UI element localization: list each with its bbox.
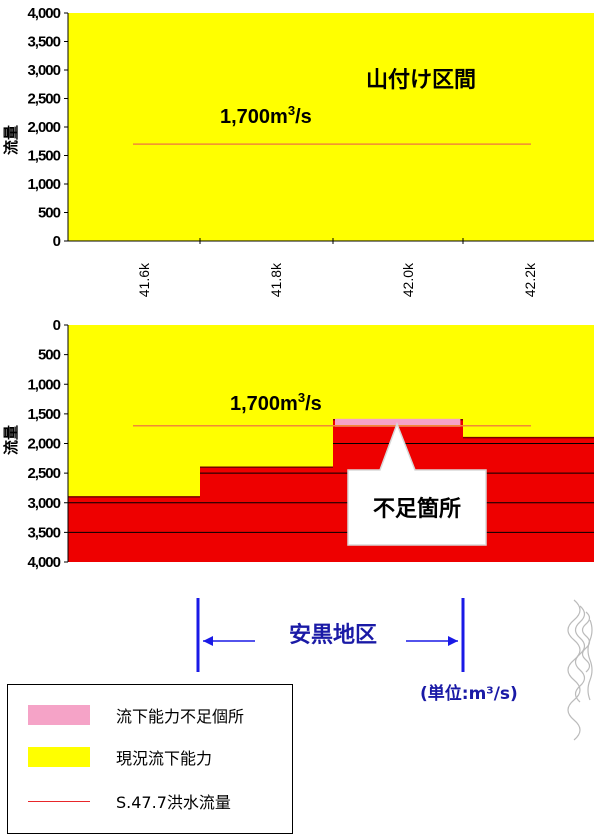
legend-line-flood [28,800,90,802]
top-capacity-area [68,13,594,241]
top-y-tick-label: 500 [38,205,61,222]
legend-label-shortage: 流下能力不足個所 [116,707,245,726]
map-fragment-image [567,599,593,741]
bottom-y-tick-label: 1,000 [27,376,60,393]
x-category-label: 42.0k [400,262,416,297]
bottom-y-tick-label: 500 [38,347,61,364]
top-y-tick-label: 3,500 [27,34,60,51]
top-flow-label: 1,700m3/s [220,103,312,128]
legend-swatch-capacity [28,747,90,767]
legend-swatch-shortage [28,705,90,725]
top-y-tick-label: 1,500 [27,148,60,165]
top-chart-title: 山付け区間 [366,68,476,93]
x-category-label: 41.8k [268,262,284,297]
top-y-tick-label: 4,000 [27,5,60,22]
bottom-y-label: 流量 [2,425,20,455]
top-y-tick-label: 0 [53,233,61,250]
top-y-tick-label: 3,000 [27,62,60,79]
shortage-callout: 不足箇所 [347,421,487,546]
legend-label-flood: S.47.7洪水流量 [116,793,231,812]
x-category-label: 41.6k [136,262,152,297]
bottom-flow-label: 1,700m3/s [230,390,322,415]
top-y-tick-label: 2,500 [27,91,60,108]
bottom-y-tick-label: 3,000 [27,495,60,512]
shortage-area [335,418,461,427]
shortfall-block [68,496,200,562]
bottom-y-tick-label: 1,500 [27,406,60,423]
top-y-tick-label: 1,000 [27,176,60,193]
bottom-y-tick-label: 4,000 [27,554,60,571]
top-chart: 05001,0001,5002,0002,5003,0003,5004,000 … [2,5,594,297]
legend-item-shortage: 流下能力不足個所 [28,703,244,727]
shortfall-block [200,467,333,562]
bottom-y-tick-label: 3,500 [27,524,60,541]
bottom-y-tick-label: 0 [53,317,61,334]
x-category-label: 42.2k [522,262,538,297]
top-y-tick-label: 2,000 [27,119,60,136]
legend-label-capacity: 現況流下能力 [116,749,213,768]
bottom-y-tick-label: 2,500 [27,465,60,482]
top-y-label: 流量 [2,125,20,155]
district-span: 安黒地区 [196,598,465,672]
unit-label: (単位:m³/s) [420,683,518,704]
bottom-y-tick-label: 2,000 [27,436,60,453]
legend-item-capacity: 現況流下能力 [28,745,212,769]
district-label: 安黒地区 [289,622,377,648]
callout-text: 不足箇所 [373,496,461,522]
legend: 流下能力不足個所 現況流下能力 S.47.7洪水流量 [7,684,293,834]
bottom-chart: 05001,0001,5002,0002,5003,0003,5004,000 … [2,317,594,571]
legend-item-flood: S.47.7洪水流量 [28,789,231,813]
